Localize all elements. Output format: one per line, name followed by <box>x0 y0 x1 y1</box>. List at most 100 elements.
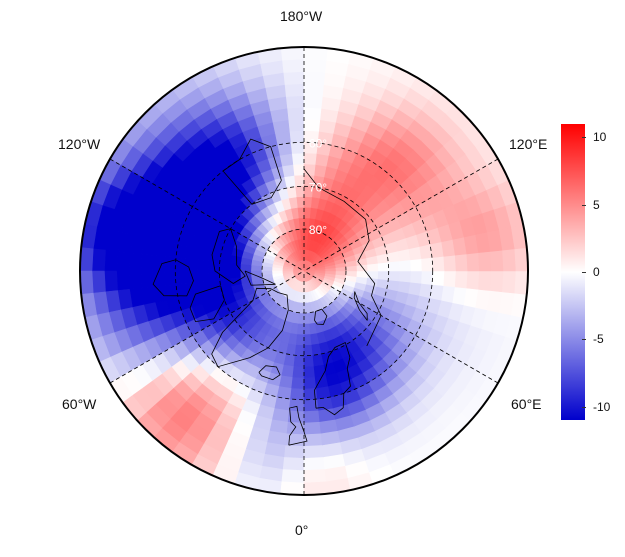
map-boundary <box>79 46 529 496</box>
latitude-label: 60° <box>309 136 327 150</box>
field-cell <box>208 250 222 263</box>
field-cell <box>280 47 305 62</box>
field-cell <box>431 256 445 272</box>
longitude-label-60e: 60°E <box>511 396 542 412</box>
meridian-line <box>303 270 499 384</box>
meridian-line <box>303 158 499 272</box>
colorbar-tick-mark <box>582 204 586 206</box>
field-cell <box>163 270 177 286</box>
colorbar-tick-mark <box>582 339 586 341</box>
field-cell <box>293 175 305 188</box>
latitude-labels: 60° 70° 80° <box>309 136 327 237</box>
colorbar <box>561 124 585 420</box>
field-cell <box>442 254 456 272</box>
longitude-label-120e: 120°E <box>509 136 548 152</box>
field-cell <box>174 257 188 272</box>
field-cell <box>283 353 296 367</box>
field-cell <box>163 256 177 272</box>
field-cell <box>409 258 422 272</box>
coastline <box>244 270 276 286</box>
field-cell <box>303 444 324 459</box>
coastline <box>189 285 225 323</box>
field-cell <box>218 261 231 272</box>
field-cell <box>303 409 321 423</box>
field-cell <box>292 365 305 378</box>
field-cell <box>294 344 305 357</box>
field-cell <box>420 257 434 272</box>
coastline <box>211 287 289 368</box>
field-cell <box>289 398 305 412</box>
field-cell <box>303 344 314 357</box>
field-cell <box>289 130 305 144</box>
field-cell <box>291 376 305 389</box>
field-cell <box>303 95 323 110</box>
anomaly-field <box>80 47 528 495</box>
field-cell <box>286 107 305 121</box>
field-cell <box>197 248 211 262</box>
field-cell <box>303 207 311 220</box>
field-cell <box>454 253 468 272</box>
coastline <box>152 259 194 297</box>
field-cell <box>345 270 357 277</box>
field-cell <box>303 468 327 483</box>
field-cell <box>303 71 326 86</box>
field-cell <box>477 270 492 291</box>
colorbar-tick-mark <box>582 272 586 273</box>
field-cell <box>314 153 329 168</box>
field-cell <box>298 312 305 324</box>
field-cell <box>397 280 411 294</box>
colorbar-tick-label: -10 <box>593 399 611 414</box>
field-cell <box>240 264 253 272</box>
field-cell <box>303 164 316 177</box>
field-cell <box>128 252 143 272</box>
graticule <box>109 47 499 495</box>
field-cell <box>303 376 317 389</box>
field-cell <box>303 59 327 74</box>
field-cell <box>80 270 95 295</box>
field-cell <box>281 59 305 74</box>
field-cell <box>420 270 434 285</box>
field-cell <box>303 153 317 166</box>
field-cell <box>303 107 322 121</box>
field-cell <box>501 270 516 294</box>
field-cell <box>279 374 294 389</box>
field-cell <box>489 249 504 272</box>
field-cell <box>387 260 400 272</box>
field-cell <box>281 364 295 378</box>
field-cell <box>186 258 199 272</box>
field-cell <box>116 251 131 272</box>
colorbar-tick-mark <box>582 406 586 408</box>
colorbar-tick-label: -5 <box>593 332 604 347</box>
latitude-label: 70° <box>309 180 327 194</box>
colorbar-tick-label: 0 <box>593 265 600 279</box>
field-cell <box>287 119 305 133</box>
field-cell <box>303 228 309 241</box>
field-cell <box>116 270 131 291</box>
field-cell <box>292 164 305 177</box>
latitude-circle <box>218 185 390 357</box>
field-cell <box>128 270 143 290</box>
coastline <box>288 405 308 446</box>
field-cell <box>281 468 305 483</box>
field-cell <box>303 119 321 133</box>
field-cell <box>92 248 107 272</box>
field-cell <box>294 185 305 198</box>
field-cell <box>297 322 305 335</box>
field-cell <box>229 262 242 272</box>
longitude-label-180w: 180°W <box>280 8 323 24</box>
coastline <box>303 168 382 347</box>
meridian-line <box>109 158 305 272</box>
field-cell <box>303 398 319 412</box>
field-cell <box>290 141 305 155</box>
field-cell <box>501 248 516 272</box>
field-cell <box>251 265 263 272</box>
field-cell <box>313 164 327 178</box>
field-cell <box>104 249 119 272</box>
field-cell <box>104 270 119 293</box>
field-cell <box>285 95 305 110</box>
field-cell <box>303 47 328 62</box>
field-cell <box>489 270 504 293</box>
colorbar-tick-label: 5 <box>593 197 600 212</box>
field-cell <box>465 270 480 290</box>
